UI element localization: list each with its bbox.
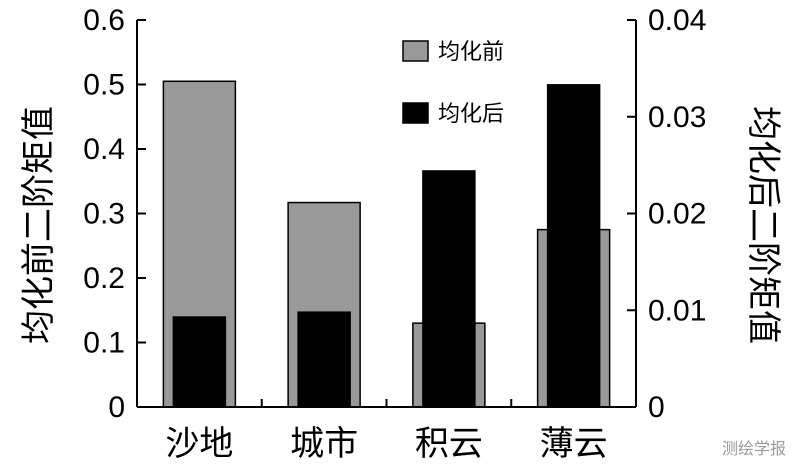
right-tick-label-2: 0.02 [648,198,706,231]
category-label-2: 积云 [415,424,483,464]
left-tick-label-5: 0.5 [83,69,125,102]
left-tick-label-6: 0.6 [83,4,125,37]
bars-before-group [162,80,611,408]
legend: 均化前 均化后 [402,40,504,127]
left-tick-label-0: 0 [108,391,125,424]
legend-swatch-before [402,40,429,62]
category-label-1: 城市 [290,424,358,464]
right-tick-label-0: 0 [648,391,665,424]
category-labels-group: 沙地 城市 积云 薄云 [165,424,607,464]
left-tick-label-4: 0.4 [83,133,125,166]
right-tick-label-3: 0.03 [648,101,706,134]
bar-after-1 [297,311,351,408]
category-label-3: 薄云 [540,424,608,464]
right-ticks-group: 0 0.01 0.02 0.03 0.04 [627,4,706,424]
right-tick-label-1: 0.01 [648,294,706,327]
category-label-0: 沙地 [165,424,233,464]
bar-after-2 [422,170,476,408]
bar-after-0 [172,316,227,408]
right-tick-label-4: 0.04 [648,4,706,37]
bar-after-3 [546,84,601,408]
left-tick-label-3: 0.3 [83,198,125,231]
right-axis-title: 均化后二阶矩值 [743,106,783,344]
legend-label-after: 均化后 [438,102,504,127]
bars-after-group [172,84,601,408]
left-ticks-group: 0 0.1 0.2 0.3 0.4 0.5 0.6 [83,4,146,424]
left-axis-title: 均化前二阶矩值 [19,106,59,344]
left-tick-label-1: 0.1 [83,327,125,360]
left-tick-label-2: 0.2 [83,262,125,295]
legend-swatch-after [402,102,429,124]
watermark: 测绘学报 [721,439,786,458]
legend-label-before: 均化前 [438,40,504,65]
